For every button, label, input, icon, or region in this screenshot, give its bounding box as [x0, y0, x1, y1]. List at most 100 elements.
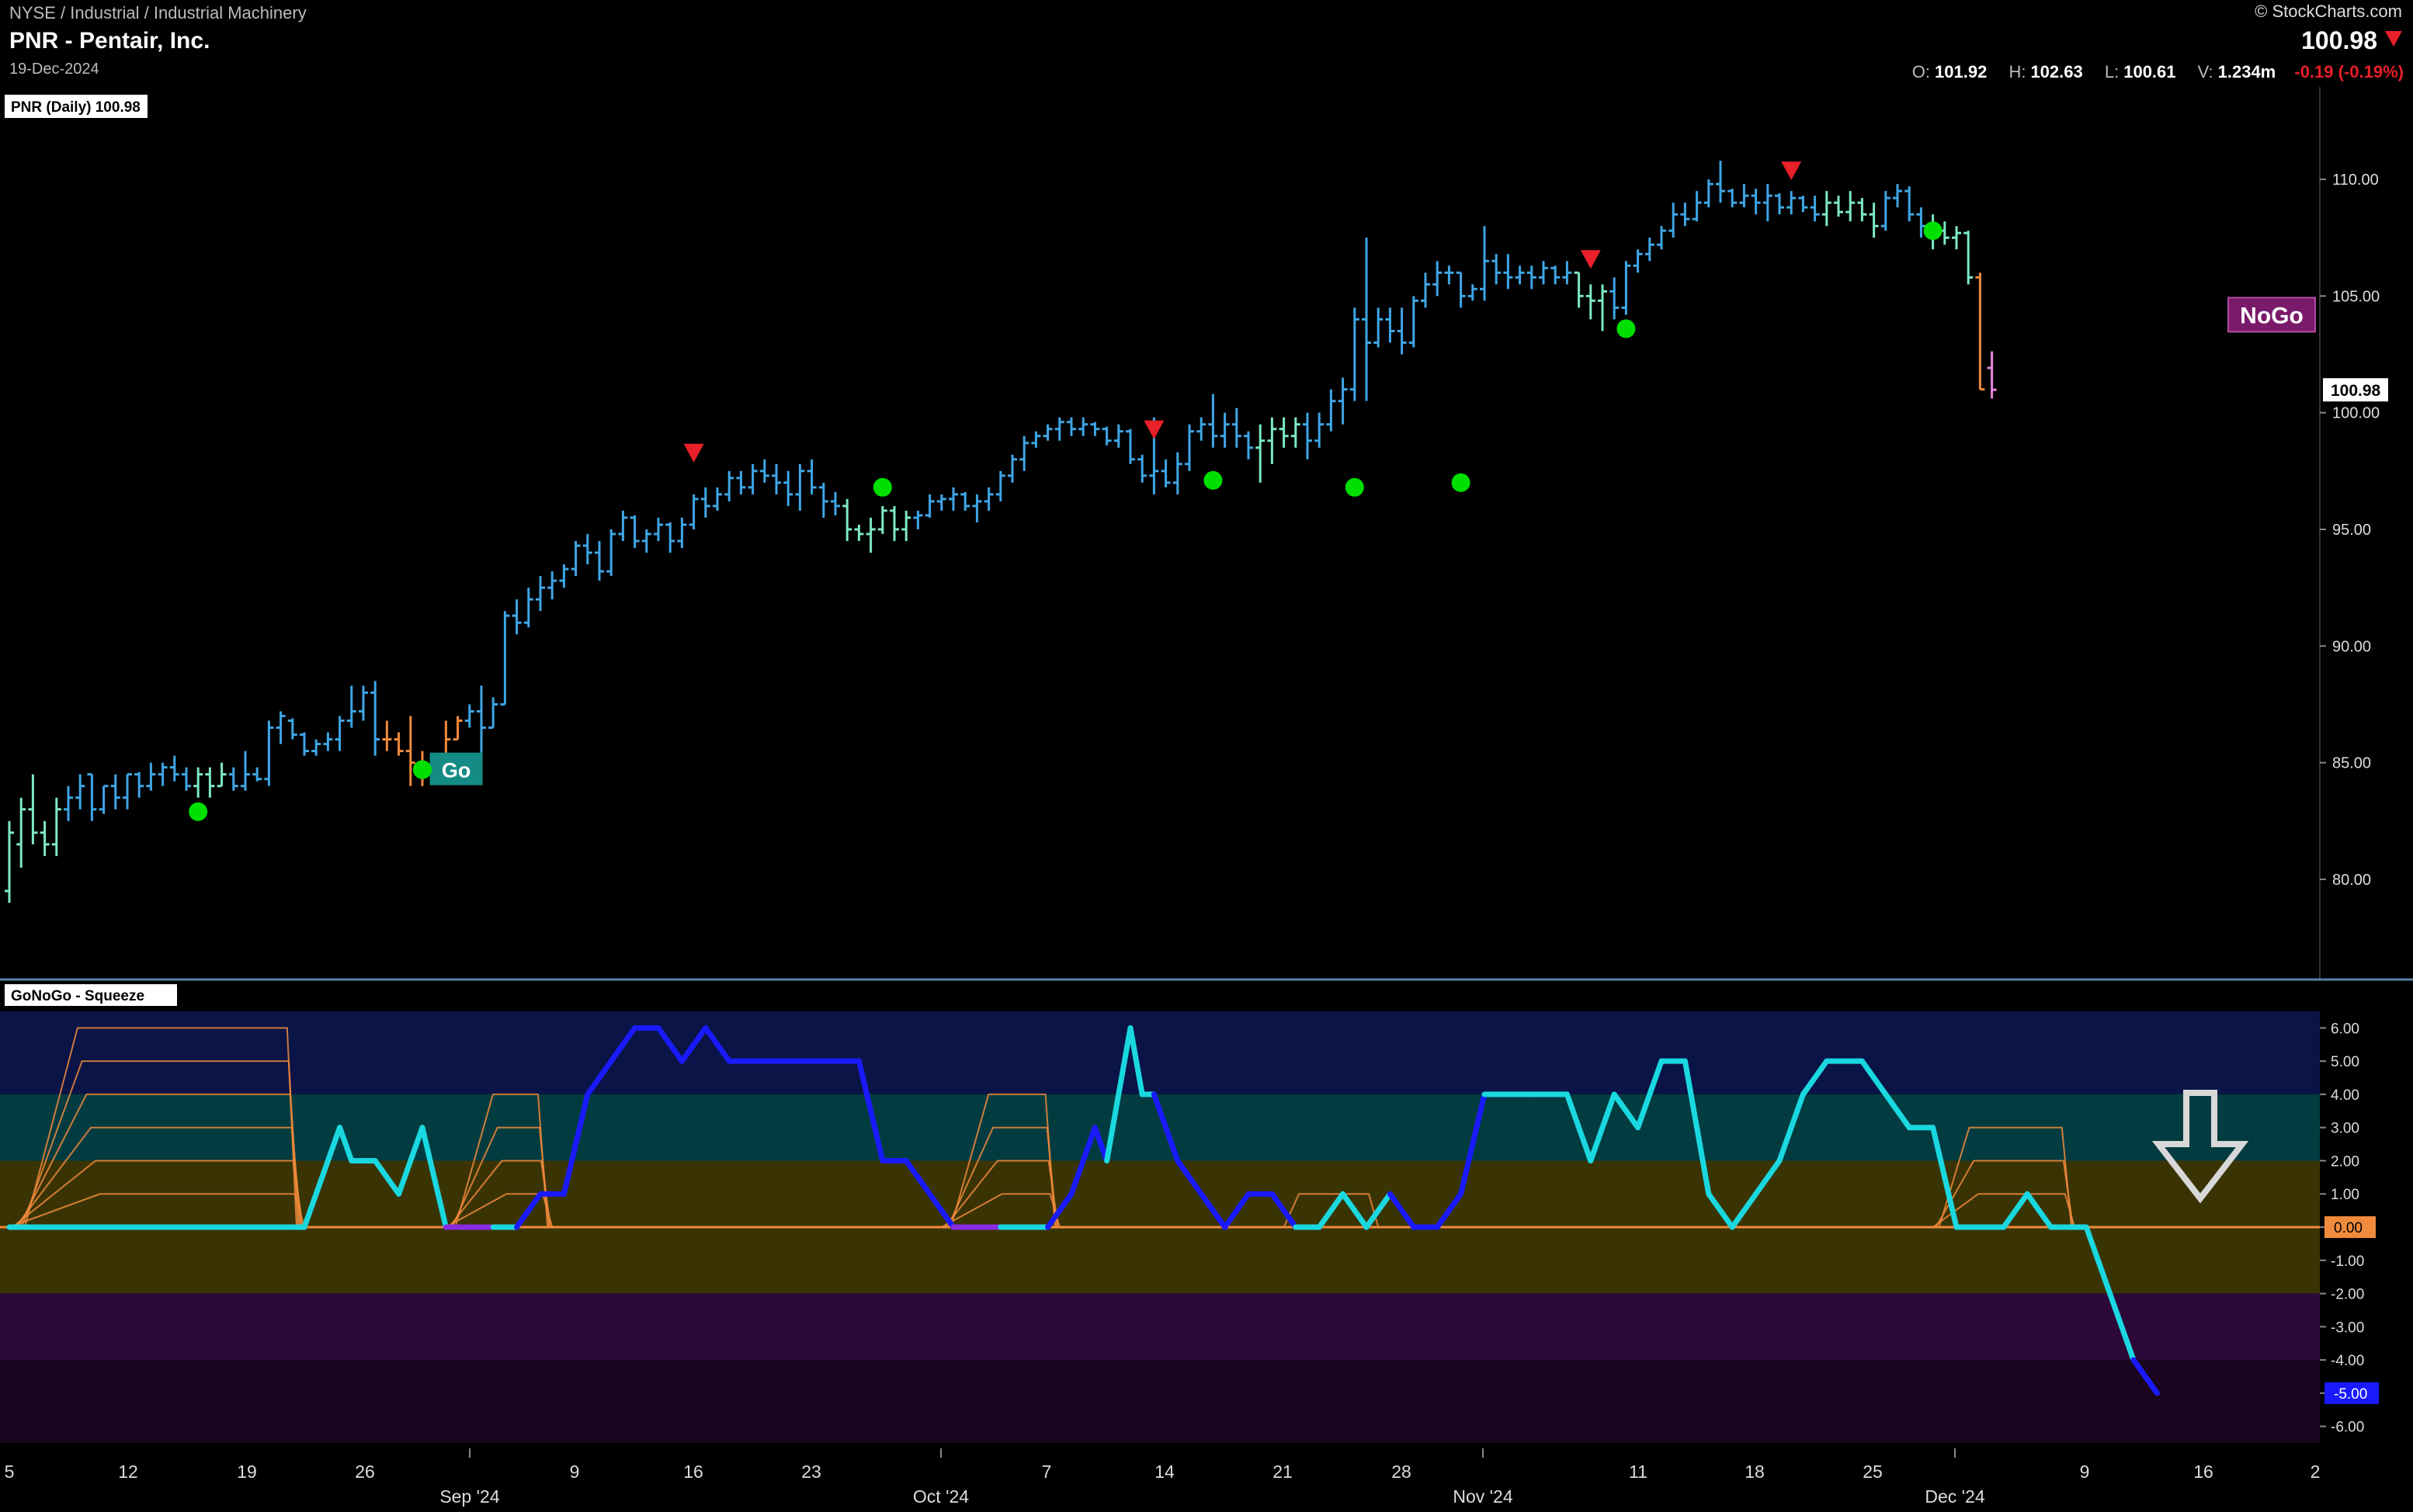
squeeze-segment [655, 1025, 685, 1064]
price-bar [1480, 226, 1489, 301]
squeeze-segment [585, 1058, 614, 1098]
price-bar [842, 498, 852, 542]
squeeze-segment [1269, 1191, 1299, 1230]
price-bar [1904, 186, 1915, 222]
low-label: L: [2104, 62, 2120, 81]
oscillator-panel[interactable]: 6.00 5.00 4.00 3.00 2.00 1.00 0.00 -1.00 -2.00 -3… [0, 982, 2379, 1443]
price-bar [1303, 412, 1312, 459]
price-bar [1762, 184, 1772, 222]
price-bar [1279, 417, 1289, 448]
price-bar [831, 491, 840, 515]
price-bar [1172, 452, 1182, 494]
price-bar [1503, 254, 1513, 290]
squeeze-segment [927, 1191, 957, 1230]
price-bar [323, 732, 333, 751]
osc-tick-label: 6.00 [2331, 1021, 2359, 1037]
day-label: 23 [801, 1462, 821, 1482]
nogo-label: NoGo [2240, 303, 2304, 328]
squeeze-segment [514, 1191, 543, 1230]
price-bar [1185, 424, 1194, 471]
price-bar [949, 487, 958, 511]
price-bar [1456, 271, 1466, 308]
osc-tick-label: 3.00 [2331, 1121, 2359, 1137]
high-label: H: [2009, 62, 2026, 81]
price-bar [1869, 203, 1879, 238]
squeeze-segment [1682, 1058, 1712, 1197]
price-bar [1751, 189, 1761, 215]
price-bar [807, 459, 817, 494]
price-bar [1362, 238, 1371, 401]
price-bar [1102, 426, 1112, 446]
price-bar [1703, 179, 1713, 208]
price-bar [64, 785, 73, 821]
price-bar [311, 739, 321, 756]
price-bar [571, 541, 581, 577]
price-bar [500, 611, 510, 706]
price-bar [713, 487, 722, 511]
price-bars [5, 161, 1997, 903]
price-bar [1467, 284, 1477, 301]
price-bar [1834, 196, 1843, 217]
price-bar [1562, 261, 1572, 285]
day-label: 28 [1391, 1462, 1411, 1482]
price-bar [1987, 351, 1997, 399]
squeeze-segment [1458, 1091, 1488, 1197]
price-bar [1031, 431, 1041, 448]
price-bar [523, 588, 533, 628]
day-label: 14 [1154, 1462, 1175, 1482]
osc-legend-box [5, 984, 177, 1006]
squeeze-segment [1045, 1191, 1075, 1230]
volume-label: V: [2197, 62, 2213, 81]
month-label: Nov '24 [1453, 1486, 1512, 1507]
open-value: 101.92 [1935, 62, 1988, 81]
stockcharts-brand[interactable]: © StockCharts.com [2255, 2, 2402, 21]
price-bar [1574, 271, 1584, 308]
price-bar [1208, 394, 1218, 448]
price-bar [1054, 417, 1064, 441]
price-bar [1893, 184, 1902, 208]
price-bar [795, 463, 805, 511]
price-bar [264, 720, 274, 786]
day-label: 9 [570, 1462, 580, 1482]
price-bar [405, 716, 415, 786]
price-legend-box [5, 95, 148, 118]
price-panel-bg [0, 87, 2413, 980]
oscillator-bands [0, 982, 2320, 1443]
price-bar [1963, 231, 1974, 285]
squeeze-segment [1930, 1125, 1960, 1230]
price-bar [335, 716, 345, 751]
price-bar [287, 718, 297, 740]
ohlc-readout: O: 101.92 H: 102.63 L: 100.61 V: 1.234m -0.1… [1895, 62, 2404, 82]
price-bar [877, 505, 887, 535]
price-bar [748, 463, 758, 494]
price-bar [559, 564, 569, 588]
price-bar [5, 820, 14, 903]
squeeze-segment [419, 1125, 449, 1230]
price-bar [1786, 191, 1797, 215]
price-bar [300, 732, 309, 756]
squeeze-envelope [24, 1027, 297, 1228]
squeeze-segment [1127, 1025, 1145, 1098]
squeeze-segment [2130, 1357, 2160, 1396]
price-bar [252, 767, 262, 782]
price-bar [1326, 389, 1336, 432]
price-bar [618, 510, 628, 542]
price-bar [1550, 265, 1561, 285]
price-panel[interactable]: Go NoGo 110.00 105.00 100.00 95.00 90.00 85.00… [0, 87, 2413, 980]
price-bar [40, 820, 50, 856]
squeeze-segment [1800, 1058, 1830, 1098]
day-label: 18 [1745, 1462, 1765, 1482]
price-bar [359, 685, 368, 721]
day-label: 16 [683, 1462, 703, 1482]
price-bar [1220, 412, 1230, 448]
price-bar [134, 772, 144, 798]
osc-tick-label: -1.00 [2331, 1254, 2364, 1270]
day-label: 2 [2311, 1462, 2321, 1482]
price-axis: 110.00 105.00 100.00 95.00 90.00 85.00 80.00 10… [2320, 172, 2388, 889]
price-bar [241, 751, 250, 791]
price-bar [1975, 272, 1985, 391]
day-label: 7 [1042, 1462, 1052, 1482]
price-bar [382, 720, 392, 751]
price-bar [1680, 203, 1690, 227]
